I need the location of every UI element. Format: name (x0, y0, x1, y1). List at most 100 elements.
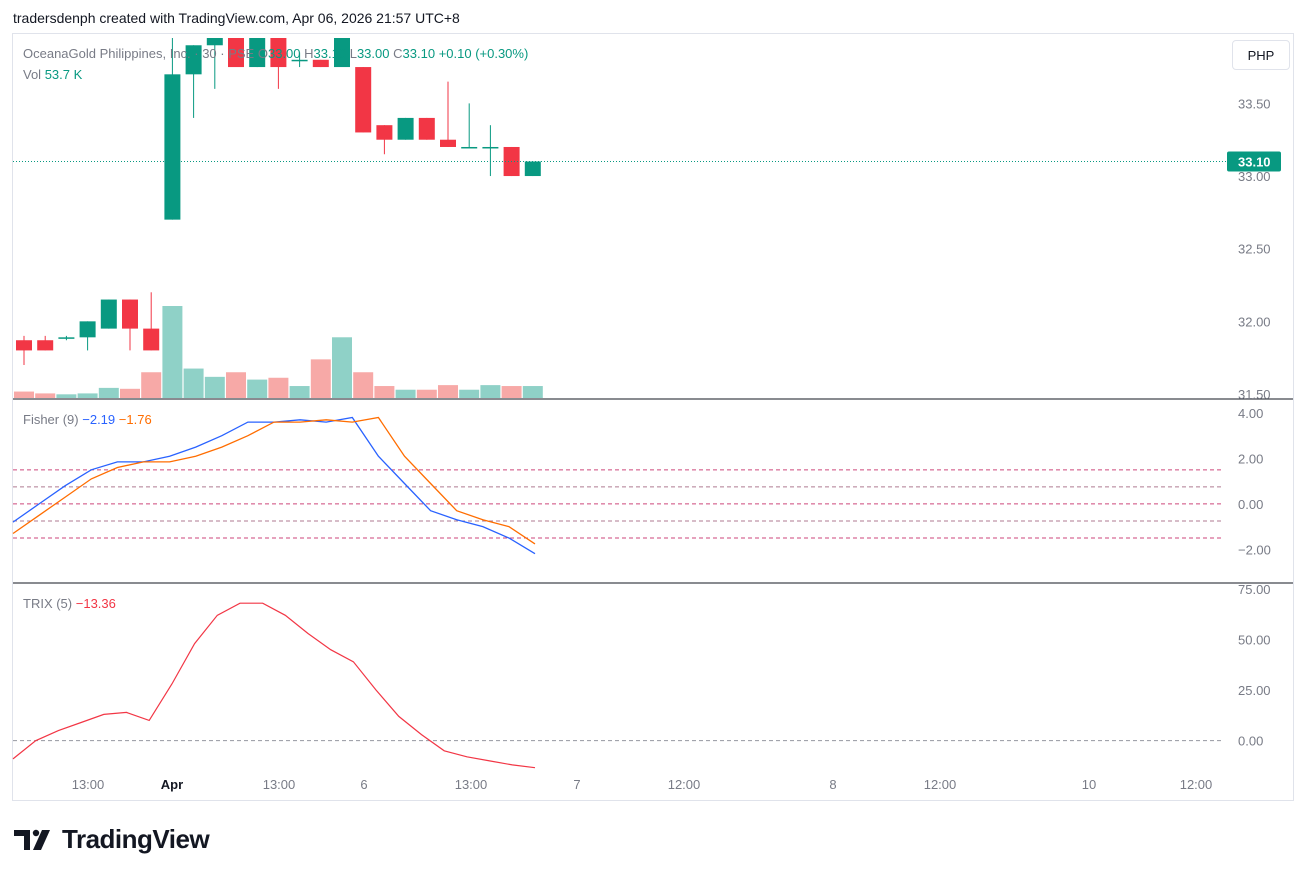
symbol-label[interactable]: OceanaGold Philippines, Inc. · 30 · PSE (23, 46, 255, 61)
candle-body (312, 59, 329, 68)
trix-tick-label: 25.00 (1238, 683, 1271, 698)
chart-frame (12, 33, 1294, 801)
x-axis-tick-label: 13:00 (72, 777, 105, 792)
price-tick-label: 31.50 (1238, 387, 1271, 402)
candle-body (58, 337, 75, 339)
high-label: H (304, 46, 314, 61)
fisher-value: −2.19 (82, 412, 116, 427)
volume-bar (416, 389, 437, 398)
trix-line (12, 602, 536, 769)
change-value: +0.10 (+0.30%) (438, 46, 529, 61)
volume-bar (268, 377, 289, 398)
trix-label[interactable]: TRIX (5) (23, 596, 73, 611)
x-axis-tick-label: 7 (573, 777, 580, 792)
fisher-trigger-value: −1.76 (118, 412, 152, 427)
volume-bar (374, 386, 395, 398)
volume-bar (204, 376, 225, 398)
candle-body (461, 146, 478, 149)
fisher-tick-label: 2.00 (1238, 451, 1263, 466)
candle-body (334, 38, 350, 68)
candle-body (164, 74, 181, 220)
x-axis-tick-label: 8 (829, 777, 836, 792)
candle-body (228, 38, 244, 68)
price-tick-label: 32.50 (1238, 242, 1271, 257)
candle-body (37, 340, 54, 351)
volume-bar (77, 393, 98, 398)
low-label: L (349, 46, 357, 61)
price-tick-label: 32.00 (1238, 314, 1271, 329)
fisher-trigger-line (12, 416, 536, 545)
price-tick-label: 33.00 (1238, 169, 1271, 184)
candle-body (376, 125, 393, 140)
close-label: C (393, 46, 403, 61)
trix-legend: TRIX (5) −13.36 (23, 596, 116, 611)
volume-bar (289, 386, 310, 398)
volume-legend: Vol 53.7 K (23, 67, 82, 82)
candle-body (16, 340, 32, 351)
fisher-legend: Fisher (9) −2.19 −1.76 (23, 412, 152, 427)
trix-tick-label: 75.00 (1238, 582, 1271, 597)
candle-body (524, 161, 541, 177)
last-price-label: 33.10 (1238, 155, 1271, 170)
candle-body (440, 139, 456, 147)
volume-bar (353, 372, 374, 398)
volume-bar (56, 394, 77, 398)
volume-bar (35, 393, 56, 398)
high-value: 33.10 (313, 46, 347, 61)
volume-bar (98, 387, 119, 398)
volume-bar (183, 368, 204, 398)
candle-body (79, 321, 96, 338)
x-axis-tick-label: Apr (161, 777, 183, 792)
candle-body (143, 328, 160, 351)
candle-body (249, 38, 266, 68)
candle-body (122, 299, 138, 329)
candle-body (397, 117, 414, 140)
open-label: O (257, 46, 268, 61)
volume-label[interactable]: Vol (23, 67, 42, 82)
volume-bar (501, 386, 522, 398)
brand-name: TradingView (62, 824, 210, 854)
x-axis-tick-label: 12:00 (1180, 777, 1213, 792)
fisher-tick-label: −2.00 (1238, 542, 1271, 557)
fisher-label[interactable]: Fisher (9) (23, 412, 79, 427)
open-value: 33.00 (267, 46, 301, 61)
candle-body (291, 59, 308, 62)
x-axis-tick-label: 13:00 (455, 777, 488, 792)
x-axis-tick-label: 13:00 (263, 777, 296, 792)
volume-bar (120, 388, 140, 398)
volume-bar (459, 389, 480, 398)
volume-bar (310, 359, 331, 398)
candle-body (418, 117, 435, 140)
candle-body (100, 299, 117, 329)
volume-bar (226, 372, 246, 398)
volume-bar (480, 385, 501, 398)
close-value: 33.10 (402, 46, 436, 61)
volume-bar (162, 306, 183, 398)
currency-button[interactable]: PHP (1232, 40, 1290, 70)
candle-body (482, 146, 499, 149)
candle-body (355, 67, 372, 133)
volume-bar (14, 391, 34, 398)
volume-bar (522, 386, 543, 398)
price-tick-label: 33.50 (1238, 96, 1271, 111)
trix-tick-label: 0.00 (1238, 734, 1263, 749)
main-legend: OceanaGold Philippines, Inc. · 30 · PSE … (23, 46, 528, 61)
tradingview-logo-icon (14, 829, 50, 850)
x-axis-tick-label: 6 (360, 777, 367, 792)
low-value: 33.00 (356, 46, 390, 61)
candle-body (206, 38, 223, 46)
trix-tick-label: 50.00 (1238, 633, 1271, 648)
volume-bar (141, 372, 162, 398)
trix-value: −13.36 (75, 596, 116, 611)
chart-header: tradersdenph created with TradingView.co… (13, 10, 460, 26)
candle-body (270, 38, 287, 68)
fisher-line (12, 416, 536, 555)
brand[interactable]: TradingView (14, 824, 210, 855)
fisher-tick-label: 4.00 (1238, 406, 1263, 421)
volume-bar (438, 385, 458, 398)
fisher-tick-label: 0.00 (1238, 497, 1263, 512)
x-axis-tick-label: 12:00 (924, 777, 957, 792)
volume-value: 53.7 K (44, 67, 83, 82)
volume-bar (395, 389, 416, 398)
